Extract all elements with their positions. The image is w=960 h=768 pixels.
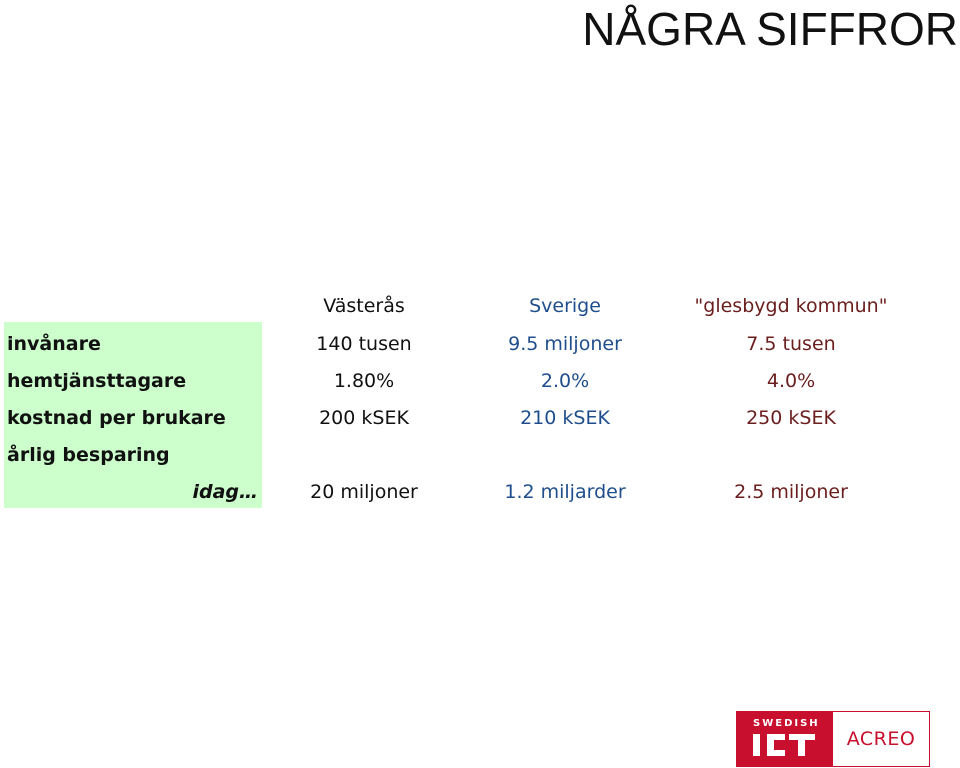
cell-kostnad-sverige: 210 kSEK [520, 407, 610, 429]
row-label-invanare: invånare [7, 333, 101, 355]
cell-invanare-sverige: 9.5 miljoner [508, 333, 622, 355]
swedish-ict-logo-block: SWEDISH [737, 712, 833, 766]
cell-hemtjansttagare-glesbygd: 4.0% [766, 370, 816, 392]
row-label-arlig-besparing: årlig besparing [7, 444, 170, 466]
row-label-hemtjansttagare: hemtjänsttagare [7, 370, 187, 392]
cell-idag-glesbygd: 2.5 miljoner [734, 481, 848, 503]
ict-logo-icon [753, 734, 815, 756]
logo-swedish-text: SWEDISH [753, 718, 820, 729]
row-label-kostnad-per-brukare: kostnad per brukare [7, 407, 226, 429]
cell-kostnad-glesbygd: 250 kSEK [746, 407, 836, 429]
column-header-sverige: Sverige [529, 295, 601, 317]
logo-acreo-text: ACREO [846, 728, 916, 750]
cell-hemtjansttagare-vasteras: 1.80% [333, 370, 395, 392]
swedish-ict-acreo-logo: SWEDISH ACREO [736, 711, 930, 767]
cell-idag-sverige: 1.2 miljarder [504, 481, 626, 503]
row-label-band [4, 322, 262, 508]
cell-invanare-vasteras: 140 tusen [316, 333, 412, 355]
slide-title: NÅGRA SIFFROR [582, 3, 958, 55]
cell-hemtjansttagare-sverige: 2.0% [540, 370, 590, 392]
acreo-logo-block: ACREO [833, 712, 929, 766]
column-header-vasteras: Västerås [323, 295, 405, 317]
cell-invanare-glesbygd: 7.5 tusen [746, 333, 836, 355]
cell-idag-vasteras: 20 miljoner [310, 481, 418, 503]
column-header-glesbygd: "glesbygd kommun" [694, 295, 888, 317]
cell-kostnad-vasteras: 200 kSEK [319, 407, 409, 429]
row-label-idag: idag… [192, 481, 258, 503]
